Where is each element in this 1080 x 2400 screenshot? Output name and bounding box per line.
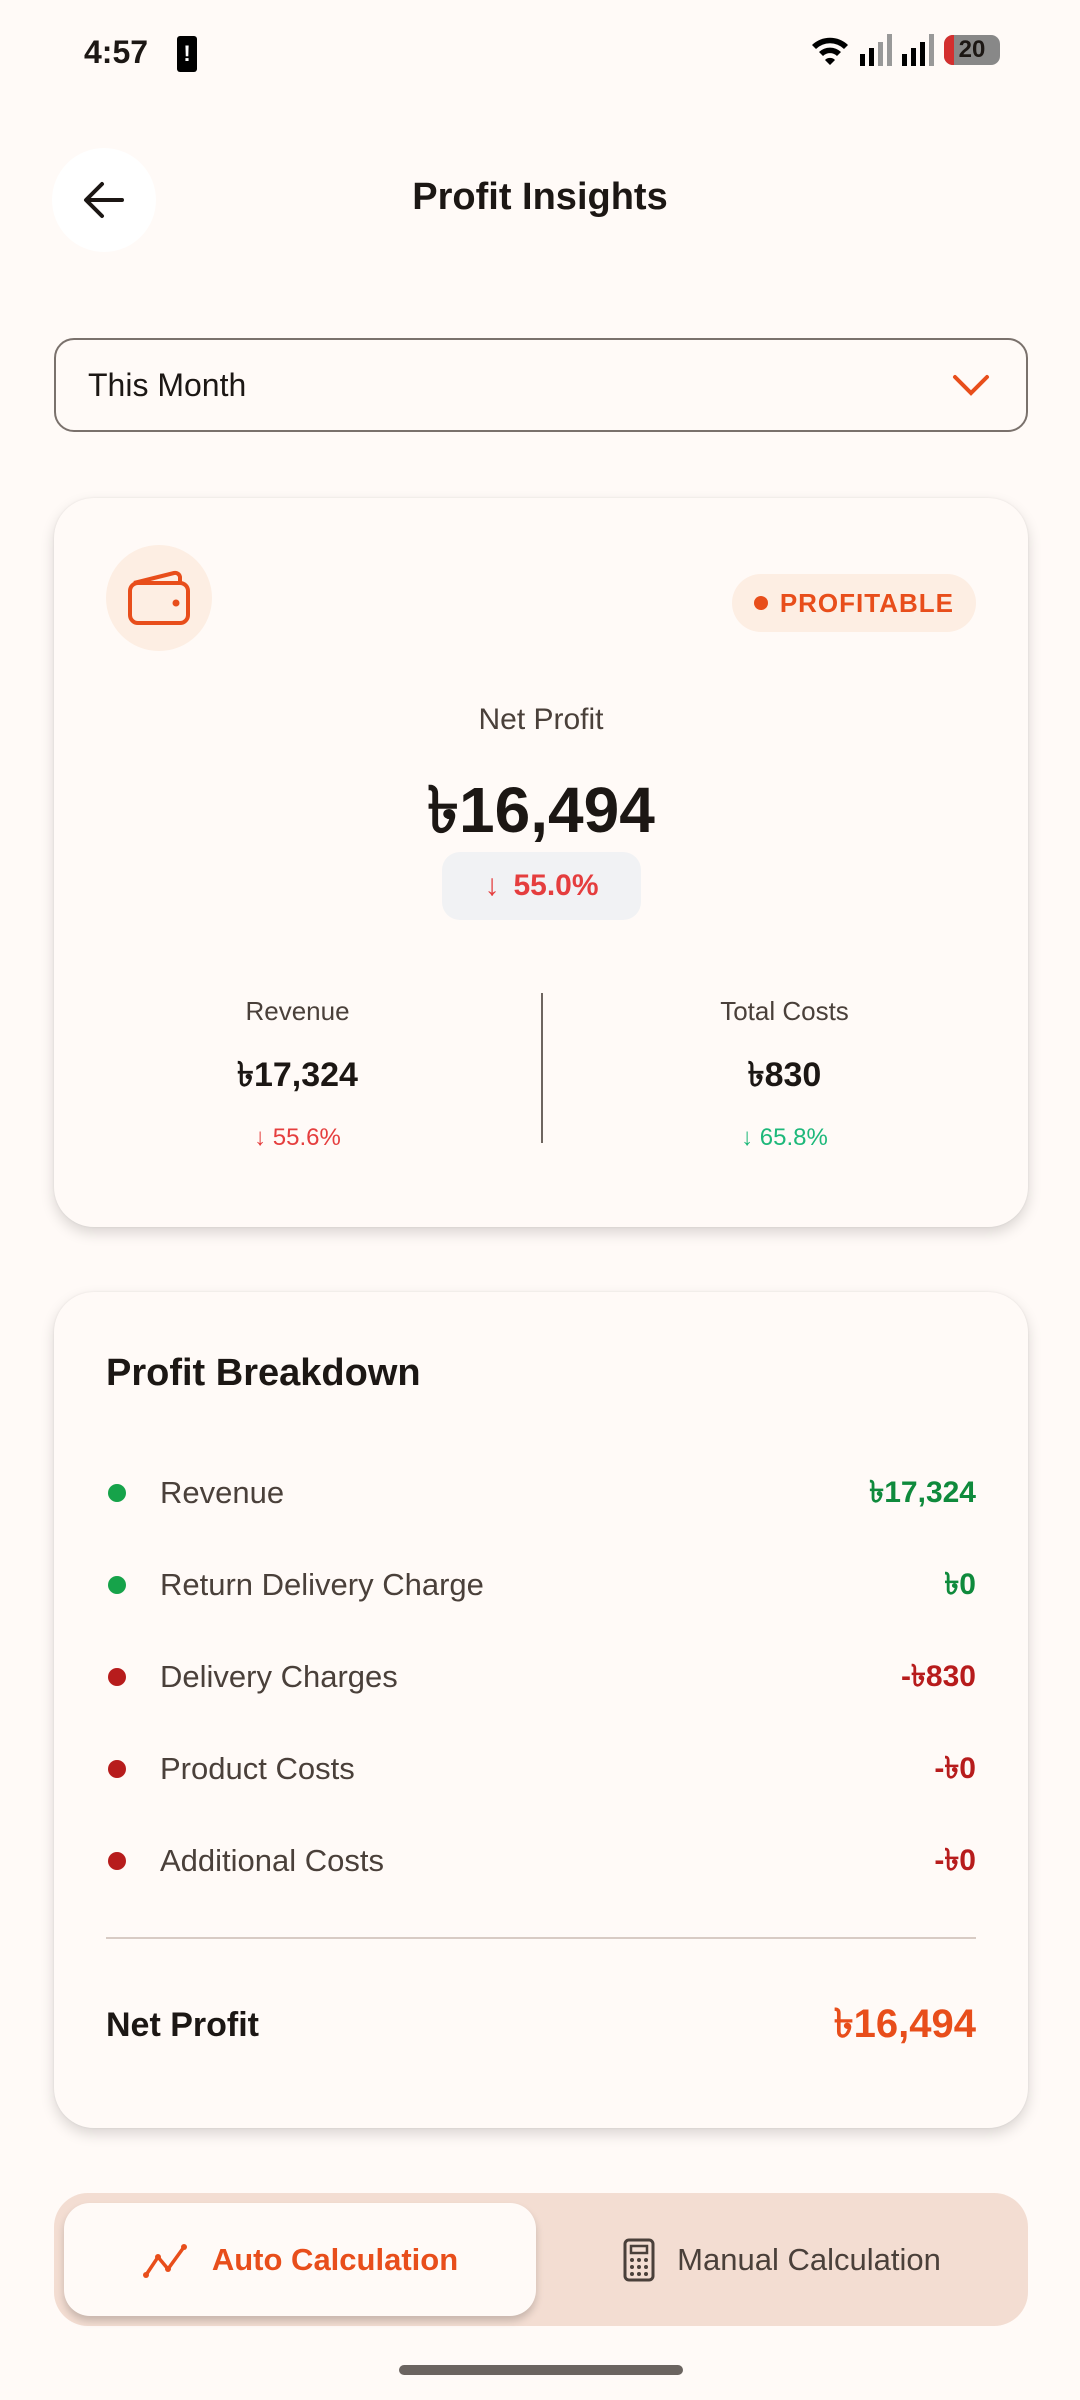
period-select[interactable]: This Month bbox=[54, 338, 1028, 432]
breakdown-value: -৳0 bbox=[934, 1843, 976, 1877]
trend-line-icon bbox=[142, 2243, 187, 2278]
revenue-change: ↓ 55.6% bbox=[54, 1124, 541, 1152]
tab-manual-label: Manual Calculation bbox=[677, 2241, 941, 2277]
chevron-down-icon bbox=[953, 375, 989, 396]
calculation-mode-toggle: Auto Calculation Manual Calculation bbox=[54, 2193, 1028, 2326]
status-time: 4:57 bbox=[84, 34, 149, 70]
breakdown-value: -৳0 bbox=[934, 1751, 976, 1785]
breakdown-label: Revenue bbox=[160, 1475, 285, 1510]
breakdown-row: Return Delivery Charge ৳0 bbox=[106, 1560, 976, 1610]
arrow-left-icon bbox=[84, 182, 124, 218]
breakdown-label: Product Costs bbox=[160, 1751, 355, 1786]
breakdown-value: -৳830 bbox=[901, 1659, 976, 1693]
breakdown-value: ৳17,324 bbox=[869, 1475, 976, 1509]
wallet-icon bbox=[106, 545, 212, 651]
indicator-dot-icon bbox=[108, 1760, 126, 1778]
indicator-dot-icon bbox=[108, 1484, 126, 1502]
status-badge: PROFITABLE bbox=[731, 574, 976, 632]
breakdown-label: Delivery Charges bbox=[160, 1659, 398, 1694]
revenue-value: ৳17,324 bbox=[237, 1056, 358, 1094]
breakdown-value: ৳0 bbox=[944, 1567, 976, 1601]
breakdown-card: Profit Breakdown Revenue ৳17,324 Return De… bbox=[54, 1292, 1028, 2128]
tab-auto-label: Auto Calculation bbox=[211, 2241, 459, 2277]
divider bbox=[106, 1937, 976, 1939]
battery-level: 20 bbox=[958, 36, 986, 63]
revenue-summary: Revenue ৳17,324 ↓ 55.6% bbox=[54, 996, 541, 1152]
total-label: Net Profit bbox=[106, 2005, 259, 2044]
breakdown-title: Profit Breakdown bbox=[106, 1352, 421, 1394]
arrow-down-icon: ↓ bbox=[254, 1124, 273, 1151]
breakdown-row: Delivery Charges -৳830 bbox=[106, 1652, 976, 1702]
arrow-down-icon: ↓ bbox=[484, 869, 500, 902]
breakdown-row: Product Costs -৳0 bbox=[106, 1744, 976, 1794]
wifi-icon bbox=[812, 37, 848, 65]
costs-change-value: 65.8% bbox=[759, 1124, 828, 1151]
period-select-value: This Month bbox=[88, 366, 247, 403]
costs-value: ৳830 bbox=[747, 1056, 822, 1094]
page-title: Profit Insights bbox=[412, 176, 668, 218]
net-profit-value: ৳16,494 bbox=[427, 774, 655, 846]
calculator-icon bbox=[623, 2238, 655, 2281]
net-profit-total-row: Net Profit ৳16,494 bbox=[106, 2000, 976, 2050]
status-icons: 20 bbox=[810, 34, 1000, 66]
indicator-dot-icon bbox=[108, 1668, 126, 1686]
costs-change: ↓ 65.8% bbox=[541, 1124, 1028, 1152]
tab-auto-calculation[interactable]: Auto Calculation bbox=[64, 2203, 536, 2316]
status-badge-label: PROFITABLE bbox=[779, 587, 954, 618]
net-profit-label: Net Profit bbox=[478, 703, 604, 736]
breakdown-label: Additional Costs bbox=[160, 1843, 385, 1878]
status-dot-icon bbox=[753, 596, 768, 610]
net-profit-change-value: 55.0% bbox=[513, 869, 599, 902]
home-indicator[interactable] bbox=[399, 2365, 683, 2375]
breakdown-row: Additional Costs -৳0 bbox=[106, 1836, 976, 1886]
summary-card: PROFITABLE Net Profit ৳16,494 ↓ 55.0% Rev… bbox=[54, 498, 1028, 1227]
arrow-down-icon: ↓ bbox=[741, 1124, 760, 1151]
indicator-dot-icon bbox=[108, 1852, 126, 1870]
costs-label: Total Costs bbox=[720, 996, 849, 1026]
breakdown-row: Revenue ৳17,324 bbox=[106, 1468, 976, 1518]
tab-manual-calculation[interactable]: Manual Calculation bbox=[546, 2203, 1018, 2316]
revenue-change-value: 55.6% bbox=[272, 1124, 341, 1151]
divider bbox=[541, 993, 543, 1143]
net-profit-change: ↓ 55.0% bbox=[442, 852, 641, 920]
revenue-label: Revenue bbox=[245, 996, 350, 1026]
battery-icon: 20 bbox=[944, 35, 1000, 65]
breakdown-label: Return Delivery Charge bbox=[160, 1567, 484, 1602]
back-button[interactable] bbox=[52, 148, 156, 252]
total-value: ৳16,494 bbox=[833, 2001, 976, 2046]
signal-icon bbox=[902, 34, 934, 66]
costs-summary: Total Costs ৳830 ↓ 65.8% bbox=[541, 996, 1028, 1152]
signal-icon bbox=[860, 34, 892, 66]
battery-alert-icon: ! bbox=[177, 36, 197, 72]
indicator-dot-icon bbox=[108, 1576, 126, 1594]
